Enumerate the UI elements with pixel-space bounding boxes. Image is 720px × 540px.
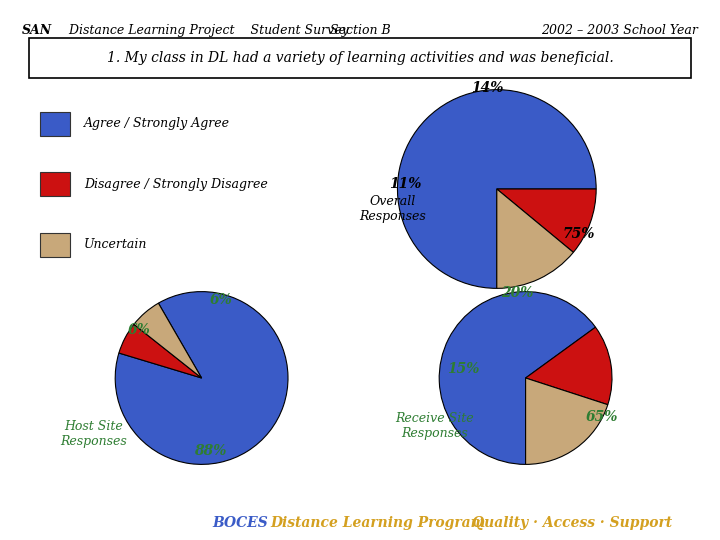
- Text: Overall
Responses: Overall Responses: [359, 195, 426, 223]
- Text: SAN: SAN: [22, 24, 52, 37]
- Text: Distance Learning Project    Student Survey: Distance Learning Project Student Survey: [61, 24, 349, 37]
- Wedge shape: [497, 189, 573, 288]
- Text: Section B: Section B: [330, 24, 390, 37]
- Text: 6%: 6%: [210, 293, 232, 307]
- Text: 20%: 20%: [501, 286, 533, 300]
- Wedge shape: [526, 327, 612, 404]
- Wedge shape: [439, 292, 595, 464]
- Wedge shape: [526, 378, 608, 464]
- Text: Agree / Strongly Agree: Agree / Strongly Agree: [84, 117, 230, 130]
- Text: 1. My class in DL had a variety of learning activities and was beneficial.: 1. My class in DL had a variety of learn…: [107, 51, 613, 65]
- Text: 2002 – 2003 School Year: 2002 – 2003 School Year: [541, 24, 698, 37]
- Text: 65%: 65%: [585, 410, 618, 424]
- Text: Host Site
Responses: Host Site Responses: [60, 420, 127, 448]
- Text: Receive Site
Responses: Receive Site Responses: [395, 411, 474, 440]
- Wedge shape: [115, 292, 288, 464]
- Wedge shape: [119, 325, 202, 378]
- Text: Quality · Access · Support: Quality · Access · Support: [472, 516, 672, 530]
- Wedge shape: [397, 90, 596, 288]
- Text: 14%: 14%: [471, 80, 503, 94]
- Text: Uncertain: Uncertain: [84, 239, 148, 252]
- FancyBboxPatch shape: [40, 112, 71, 136]
- Text: 6%: 6%: [128, 323, 150, 338]
- Text: Disagree / Strongly Disagree: Disagree / Strongly Disagree: [84, 178, 268, 191]
- FancyBboxPatch shape: [29, 38, 691, 78]
- Text: 15%: 15%: [447, 362, 480, 376]
- Text: 88%: 88%: [194, 444, 226, 458]
- Text: BOCES: BOCES: [212, 516, 268, 530]
- Text: 11%: 11%: [390, 177, 422, 191]
- Wedge shape: [134, 303, 202, 378]
- Wedge shape: [497, 189, 596, 252]
- FancyBboxPatch shape: [40, 172, 71, 197]
- FancyBboxPatch shape: [40, 233, 71, 257]
- Text: 75%: 75%: [562, 227, 595, 241]
- Text: Distance Learning Program: Distance Learning Program: [270, 516, 485, 530]
